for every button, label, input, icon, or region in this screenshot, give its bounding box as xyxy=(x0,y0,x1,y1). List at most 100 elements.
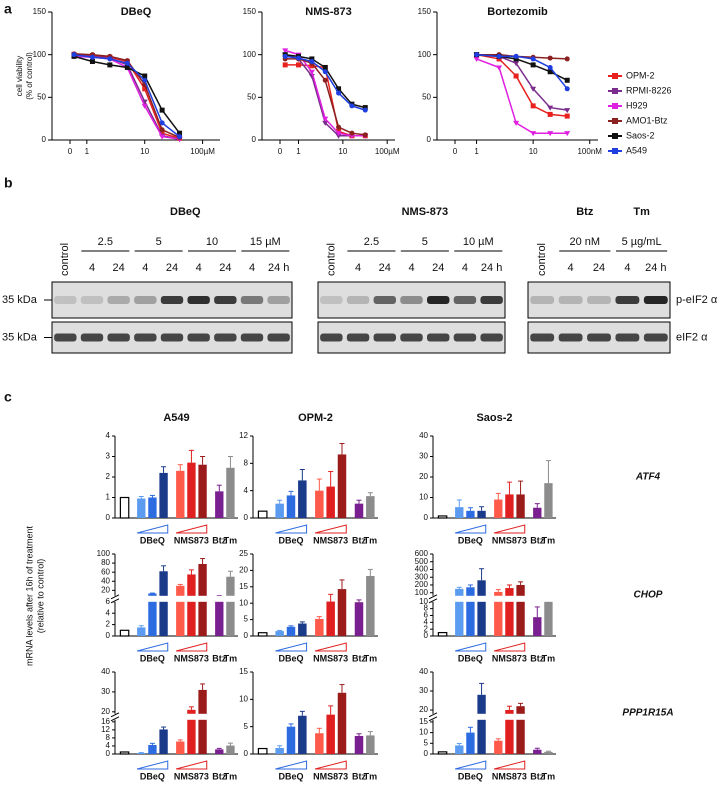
dose-label: 5 µg/mL xyxy=(622,236,662,248)
bar xyxy=(148,593,157,636)
point xyxy=(322,64,328,70)
bar xyxy=(326,714,335,754)
bar xyxy=(505,710,514,754)
y-tick-label: 5 xyxy=(424,738,429,747)
bar xyxy=(337,454,347,518)
bar xyxy=(226,745,235,754)
point xyxy=(547,105,554,111)
band xyxy=(267,296,290,304)
point xyxy=(564,108,571,114)
group-label: Tm xyxy=(542,535,556,545)
group-label: NMS873 xyxy=(174,653,209,663)
y-tick-label: 0 xyxy=(42,135,47,144)
y-tick-label: 2 xyxy=(424,624,429,633)
point xyxy=(362,132,368,138)
band xyxy=(267,333,290,342)
axis-break xyxy=(111,595,238,602)
y-tick-label: 0 xyxy=(424,631,429,640)
y-tick-label: 30 xyxy=(419,452,428,461)
dose-wedge xyxy=(454,524,487,534)
point xyxy=(159,127,165,133)
y-tick-label: 0 xyxy=(106,749,111,758)
point xyxy=(473,56,480,62)
point xyxy=(89,58,95,64)
dose-wedge xyxy=(493,524,526,534)
group-label: Tm xyxy=(542,653,556,663)
x-tick-label: 10 xyxy=(140,147,149,156)
point xyxy=(322,120,329,126)
y-tick-label: 16 xyxy=(101,717,110,726)
band xyxy=(107,296,130,304)
group-label: Btz xyxy=(212,771,226,781)
bar xyxy=(477,580,486,636)
blot-title: Btz xyxy=(576,206,594,218)
bar xyxy=(119,496,130,519)
dose-wedge xyxy=(136,524,169,534)
point xyxy=(564,86,570,92)
bar xyxy=(215,598,224,636)
bar xyxy=(298,715,307,754)
y-tick-label: 10 xyxy=(239,598,248,607)
point xyxy=(496,53,502,59)
point xyxy=(322,69,328,75)
y-tick-label: 150 xyxy=(243,7,257,16)
y-tick-label: 200 xyxy=(415,580,429,589)
bar xyxy=(437,631,448,637)
y-tick-label: 100 xyxy=(415,588,429,597)
band xyxy=(587,296,611,304)
legend-label: RPMI-8226 xyxy=(626,85,672,95)
point xyxy=(547,131,554,137)
bar xyxy=(505,588,514,636)
time-label: 24 xyxy=(219,262,231,274)
group-label: NMS873 xyxy=(313,535,348,545)
y-tick-label: 4 xyxy=(244,486,249,495)
group-label: DBeQ xyxy=(278,653,303,663)
y-tick-label: 300 xyxy=(415,572,429,581)
y-tick-label: 5 xyxy=(244,722,249,731)
legend-label: H929 xyxy=(626,100,648,110)
group-label: DBeQ xyxy=(140,771,165,781)
legend-label: AMO1-Btz xyxy=(626,115,668,125)
y-tick-label: 150 xyxy=(33,7,47,16)
chart-title: Bortezomib xyxy=(487,6,548,18)
group-label: Btz xyxy=(530,535,544,545)
point xyxy=(159,130,165,136)
bar xyxy=(257,747,268,755)
group-label: NMS873 xyxy=(492,771,527,781)
bar xyxy=(544,483,553,518)
bar xyxy=(455,588,464,636)
band xyxy=(453,296,477,304)
group-label: Btz xyxy=(212,653,226,663)
dose-wedge xyxy=(493,760,526,770)
bar xyxy=(544,601,553,636)
bar xyxy=(298,623,307,636)
dose-wedge xyxy=(175,642,208,652)
y-tick-label: 8 xyxy=(244,458,249,467)
bar xyxy=(354,503,364,518)
group-label: Tm xyxy=(542,771,556,781)
time-label: 4 xyxy=(196,262,202,274)
group-label: Tm xyxy=(364,771,378,781)
x-tick-label: 100µM xyxy=(190,147,215,156)
point xyxy=(336,90,342,96)
y-tick-label: 0 xyxy=(424,513,429,522)
bar xyxy=(137,752,146,754)
point xyxy=(530,86,537,92)
point xyxy=(159,134,166,140)
y-tick-label: 0 xyxy=(106,631,111,640)
bar xyxy=(354,735,364,754)
y-axis-label: mRNA levels after 16h of treatment xyxy=(24,525,34,666)
point xyxy=(547,64,553,70)
point xyxy=(296,55,302,61)
bar xyxy=(494,499,503,518)
chart-title: A549 xyxy=(163,412,189,424)
x-tick-label: 1 xyxy=(474,147,479,156)
group-label: NMS873 xyxy=(174,535,209,545)
group-label: Btz xyxy=(352,535,366,545)
band xyxy=(54,333,77,342)
bar xyxy=(226,576,235,636)
group-label: Tm xyxy=(364,653,378,663)
bar xyxy=(257,632,268,637)
time-label: 4 xyxy=(624,262,630,274)
bar xyxy=(516,706,525,754)
